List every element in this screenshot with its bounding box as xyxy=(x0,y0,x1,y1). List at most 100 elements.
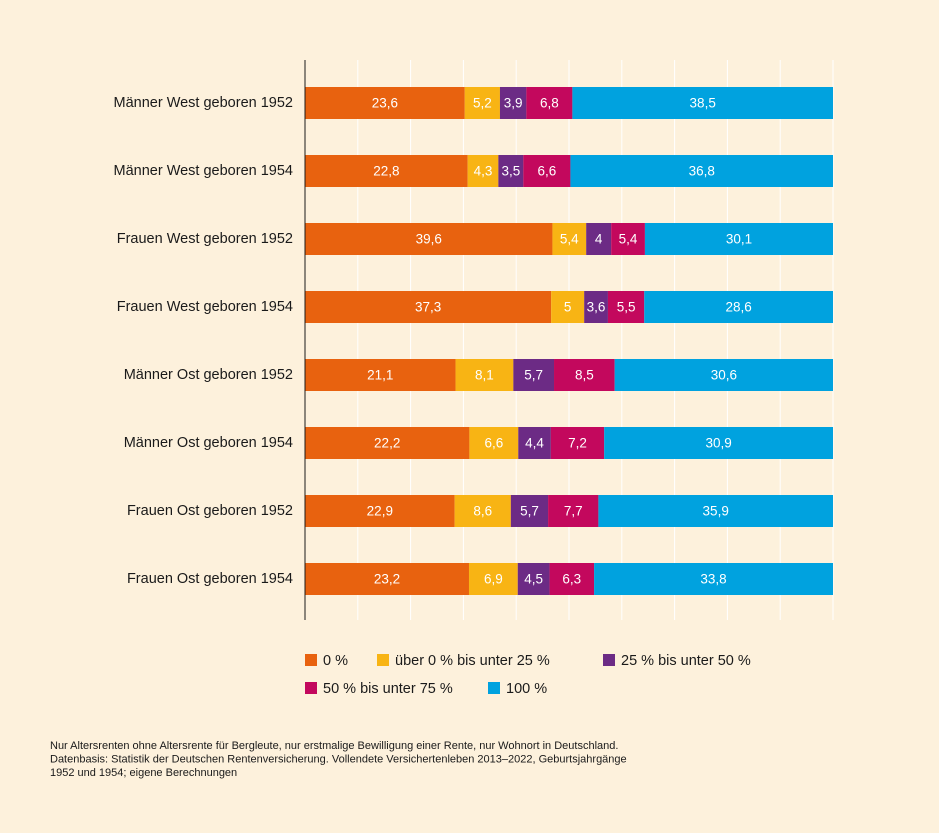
bar-segment xyxy=(305,291,552,323)
data-label: 23,6 xyxy=(372,96,398,111)
bar-segment xyxy=(305,427,470,459)
data-label: 4,5 xyxy=(524,572,543,587)
data-label: 4,4 xyxy=(525,436,544,451)
y-tick-label: Männer Ost geboren 1952 xyxy=(124,367,293,383)
legend-label: 100 % xyxy=(506,681,547,697)
bar-segment xyxy=(549,563,595,595)
bar-segment xyxy=(586,223,612,255)
data-label: 30,9 xyxy=(705,436,731,451)
footnote: Datenbasis: Statistik der Deutschen Rent… xyxy=(50,753,627,765)
y-tick-label: Frauen West geboren 1954 xyxy=(117,299,293,315)
bar-segment xyxy=(305,359,456,391)
data-label: 6,9 xyxy=(484,572,503,587)
legend-swatch xyxy=(305,654,317,666)
bar-segment xyxy=(499,87,527,119)
y-tick-label: Männer Ost geboren 1954 xyxy=(124,435,293,451)
bar-segment xyxy=(611,223,645,255)
data-label: 38,5 xyxy=(690,96,716,111)
bar-segment xyxy=(305,155,468,187)
data-label: 5 xyxy=(564,300,572,315)
data-label: 8,1 xyxy=(475,368,494,383)
bar-segment xyxy=(614,359,833,391)
data-label: 4 xyxy=(595,232,603,247)
data-label: 5,5 xyxy=(617,300,636,315)
bar-segment xyxy=(644,291,833,323)
data-label: 22,8 xyxy=(373,164,399,179)
y-tick-label: Frauen Ost geboren 1952 xyxy=(127,503,293,519)
data-label: 30,1 xyxy=(726,232,752,247)
data-label: 33,8 xyxy=(700,572,726,587)
data-label: 23,2 xyxy=(374,572,400,587)
bar-segment xyxy=(584,291,608,323)
legend-label: über 0 % bis unter 25 % xyxy=(395,653,550,669)
data-label: 7,2 xyxy=(568,436,587,451)
legend-label: 25 % bis unter 50 % xyxy=(621,653,751,669)
y-tick-label: Frauen West geboren 1952 xyxy=(117,231,293,247)
footnote: Nur Altersrenten ohne Altersrente für Be… xyxy=(50,740,618,752)
bar-segment xyxy=(454,495,511,527)
data-label: 22,2 xyxy=(374,436,400,451)
bar-segment xyxy=(552,223,587,255)
legend-swatch xyxy=(603,654,615,666)
bar-segment xyxy=(455,359,514,391)
data-label: 6,8 xyxy=(540,96,559,111)
y-tick-label: Frauen Ost geboren 1954 xyxy=(127,571,293,587)
bar-segment xyxy=(305,495,455,527)
y-tick-label: Männer West geboren 1954 xyxy=(114,163,294,179)
data-label: 5,2 xyxy=(473,96,492,111)
data-label: 8,6 xyxy=(473,504,492,519)
data-label: 6,3 xyxy=(562,572,581,587)
data-label: 28,6 xyxy=(725,300,751,315)
data-label: 35,9 xyxy=(703,504,729,519)
bar-segment xyxy=(594,563,833,595)
bar-segment xyxy=(513,359,555,391)
data-label: 21,1 xyxy=(367,368,393,383)
data-label: 22,9 xyxy=(367,504,393,519)
data-label: 5,4 xyxy=(560,232,579,247)
bar-segment xyxy=(526,87,573,119)
bar-segment xyxy=(523,155,571,187)
bar-segment xyxy=(604,427,833,459)
bar-segment xyxy=(305,223,553,255)
bar-segment xyxy=(464,87,500,119)
bar-segment xyxy=(305,563,469,595)
bar-segment xyxy=(554,359,615,391)
data-label: 7,7 xyxy=(564,504,583,519)
y-tick-label: Männer West geboren 1952 xyxy=(114,95,294,111)
footnote: 1952 und 1954; eigene Berechnungen xyxy=(50,767,237,779)
legend-swatch xyxy=(305,682,317,694)
data-label: 3,5 xyxy=(501,164,520,179)
data-label: 5,7 xyxy=(520,504,539,519)
bar-segment xyxy=(572,87,833,119)
bar-segment xyxy=(548,495,599,527)
bar-segment xyxy=(607,291,645,323)
data-label: 8,5 xyxy=(575,368,594,383)
bar-segment xyxy=(550,427,605,459)
bar-segment xyxy=(644,223,833,255)
bar-segment xyxy=(498,155,524,187)
data-label: 30,6 xyxy=(711,368,737,383)
data-label: 3,6 xyxy=(587,300,606,315)
data-label: 5,7 xyxy=(524,368,543,383)
data-label: 4,3 xyxy=(474,164,493,179)
bar-segment xyxy=(467,155,499,187)
data-label: 3,9 xyxy=(504,96,523,111)
bar-segment xyxy=(469,427,519,459)
data-label: 39,6 xyxy=(416,232,442,247)
bar-segment xyxy=(518,427,551,459)
bar-segment xyxy=(305,87,465,119)
legend-swatch xyxy=(488,682,500,694)
data-label: 36,8 xyxy=(689,164,715,179)
bar-segment xyxy=(570,155,833,187)
legend-swatch xyxy=(377,654,389,666)
data-label: 6,6 xyxy=(484,436,503,451)
bar-segment xyxy=(551,291,585,323)
data-label: 37,3 xyxy=(415,300,441,315)
legend-label: 50 % bis unter 75 % xyxy=(323,681,453,697)
bar-segment xyxy=(598,495,833,527)
data-label: 6,6 xyxy=(537,164,556,179)
bar-segment xyxy=(510,495,549,527)
bar-segment xyxy=(517,563,550,595)
